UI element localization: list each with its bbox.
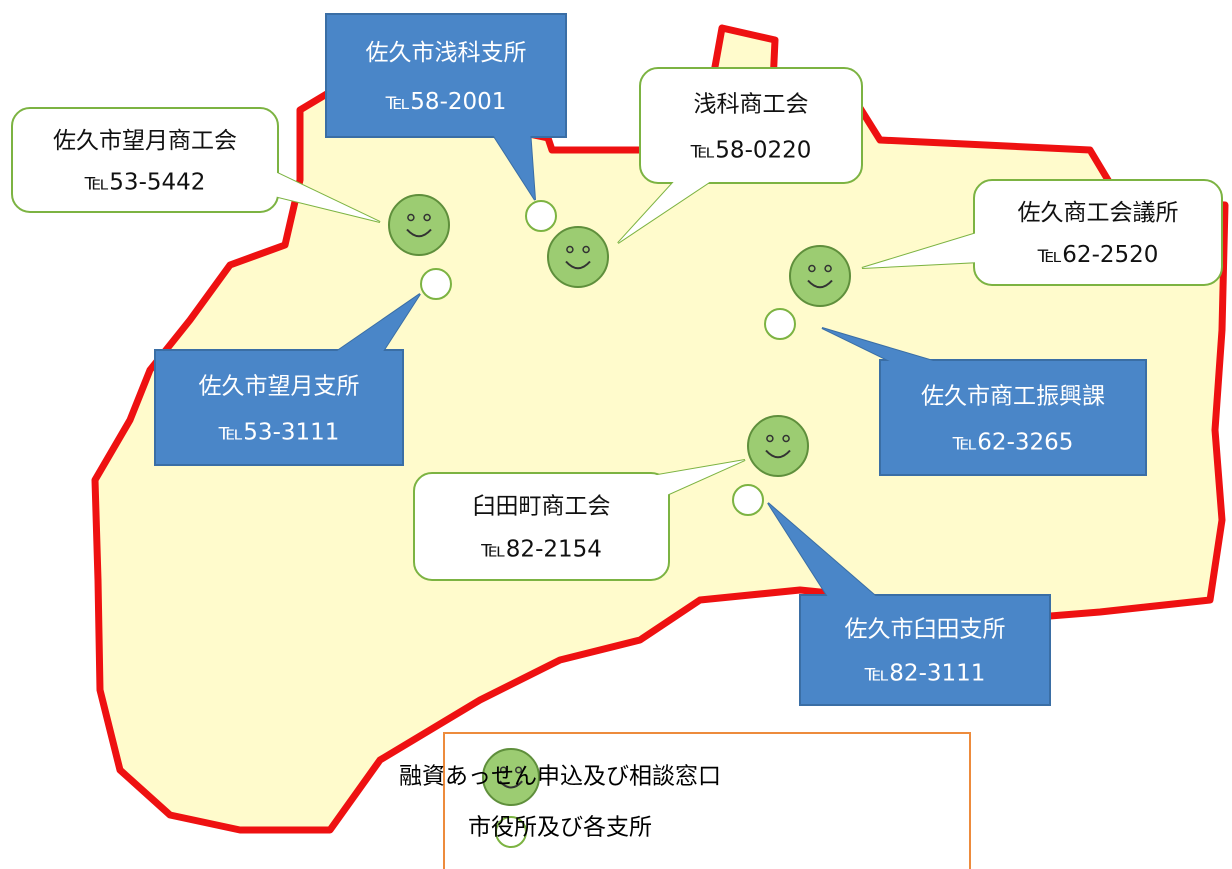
eye: [423, 213, 431, 222]
callout-name: 佐久市臼田支所: [845, 617, 1006, 643]
consultation-icon: [789, 245, 851, 307]
eye: [824, 264, 832, 273]
consultation-icon: [547, 226, 609, 288]
callout-name: 佐久市望月支所: [199, 373, 360, 399]
callout-box: [154, 349, 404, 466]
callout-box: [879, 359, 1147, 476]
callout-name: 佐久市商工振興課: [921, 383, 1105, 409]
callout-tel: ℡58-2001: [385, 89, 507, 115]
callout-tel: ℡62-2520: [1037, 242, 1159, 268]
pointer-join: [640, 460, 745, 498]
callout-box: [799, 594, 1051, 706]
callout-name: 佐久市望月商工会: [53, 128, 237, 154]
eye: [566, 245, 574, 254]
callout-name: 佐久商工会議所: [1018, 200, 1179, 226]
consultation-icon: [388, 194, 450, 256]
callout-box: [639, 67, 863, 184]
office-icon: [495, 816, 527, 848]
pointer-join: [618, 175, 720, 243]
eye: [407, 213, 415, 222]
legend-box: [443, 732, 971, 869]
pointer-join: [822, 328, 950, 366]
callout-box: [325, 13, 567, 138]
callout-name: 臼田町商工会: [473, 494, 611, 520]
pointer-join: [862, 232, 980, 268]
eye: [782, 434, 790, 443]
pointer-join: [250, 160, 380, 222]
eye: [515, 766, 523, 774]
eye: [582, 245, 590, 254]
callout-tel: ℡82-2154: [480, 537, 602, 563]
office-icon: [732, 484, 764, 516]
callout-tel: ℡53-5442: [84, 169, 206, 195]
legend-label: 融資あっせん申込及び相談窓口: [399, 764, 721, 790]
eye: [499, 766, 507, 774]
eye: [808, 264, 816, 273]
callout-tel: ℡58-0220: [690, 137, 812, 163]
smile: [765, 449, 791, 459]
smile: [406, 228, 432, 238]
callout-box: [11, 107, 279, 213]
office-icon: [525, 200, 557, 232]
callout-tel: ℡82-3111: [864, 661, 986, 687]
callout-box: [413, 472, 670, 581]
office-icon: [420, 268, 452, 300]
consultation-icon: [747, 415, 809, 477]
smile: [565, 260, 591, 270]
callout-name: 浅科商工会: [694, 91, 809, 117]
callout-box: [973, 179, 1223, 286]
smile: [499, 780, 523, 789]
pointer-join: [490, 130, 535, 200]
legend-label: 市役所及び各支所: [468, 815, 652, 841]
consultation-icon: [482, 748, 540, 806]
pointer-join: [768, 503, 880, 600]
callout-tel: ℡53-3111: [218, 419, 340, 445]
office-icon: [764, 308, 796, 340]
callout-tel: ℡62-3265: [952, 429, 1074, 455]
pointer-join: [330, 294, 420, 356]
callout-name: 佐久市浅科支所: [366, 40, 527, 66]
eye: [766, 434, 774, 443]
smile: [807, 279, 833, 289]
